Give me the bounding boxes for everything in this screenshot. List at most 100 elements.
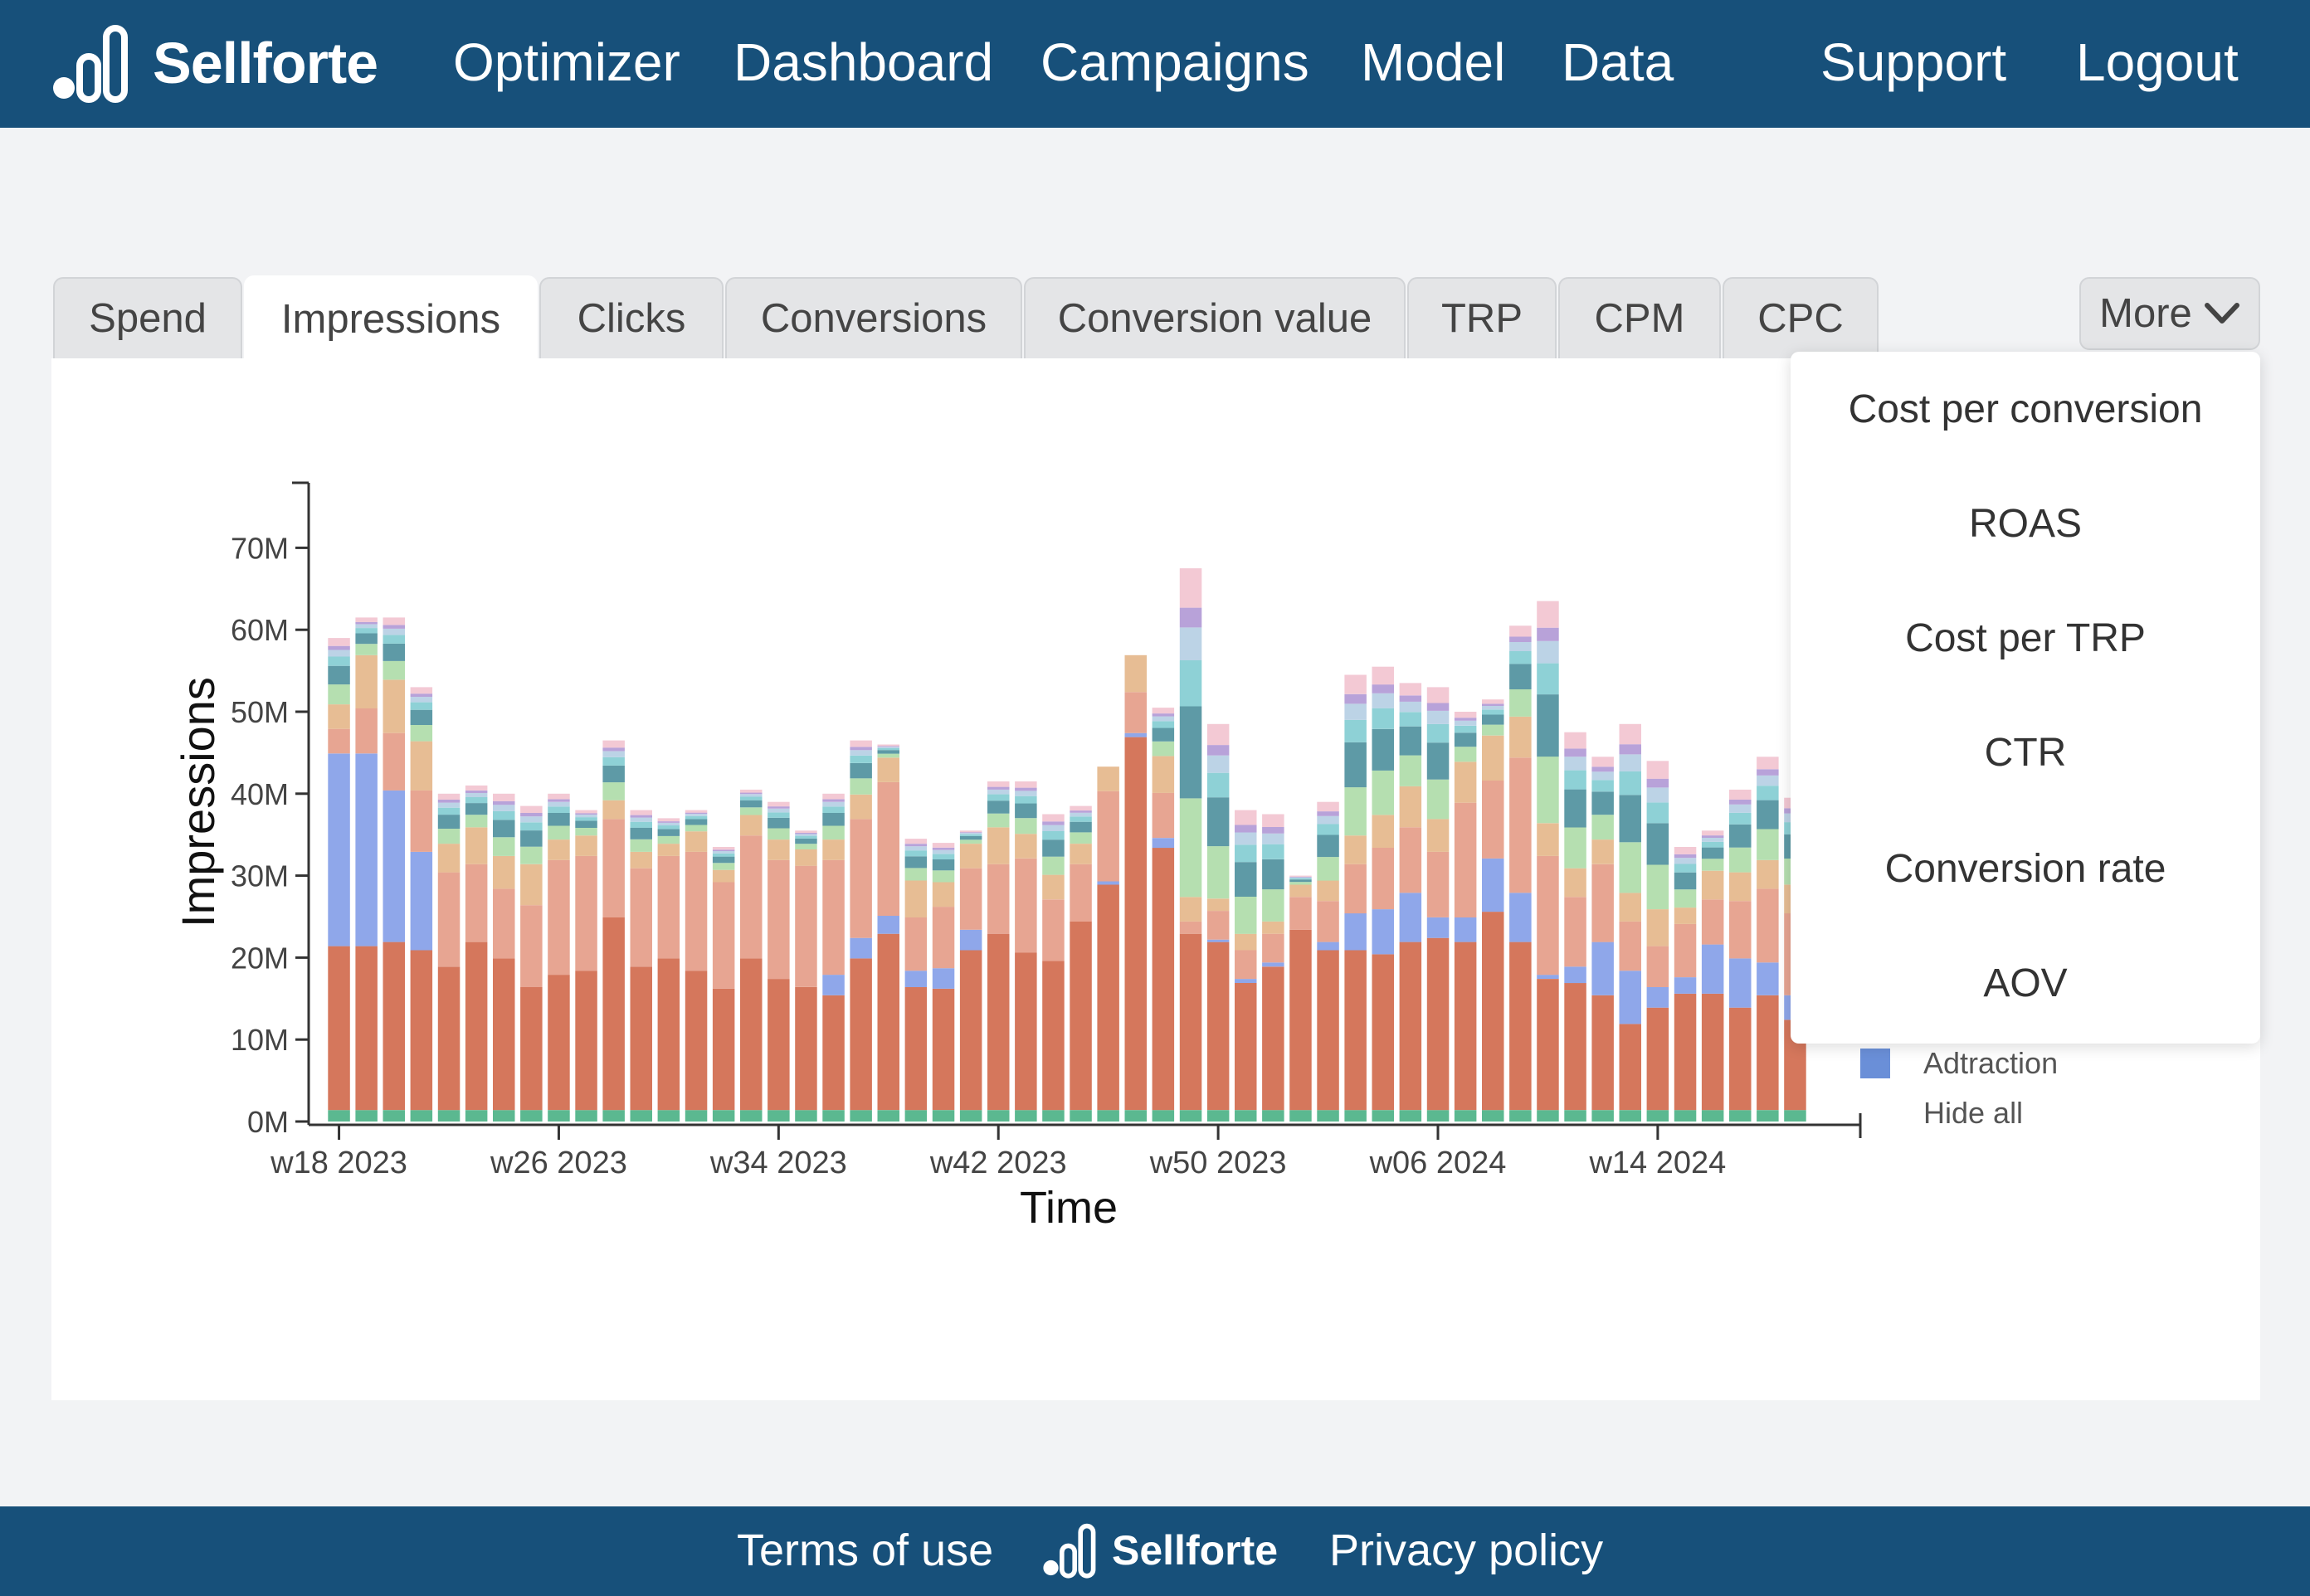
- bar-segment-light-blue: [1344, 703, 1367, 720]
- bar-week-24[interactable]: [987, 781, 1010, 1122]
- bar-segment-light-teal: [685, 815, 708, 820]
- bar-week-39[interactable]: [1399, 683, 1422, 1122]
- bar-week-33[interactable]: [1235, 810, 1257, 1122]
- bar-segment-purple: [1344, 693, 1367, 704]
- bar-week-47[interactable]: [1619, 723, 1642, 1122]
- legend-label-adtraction[interactable]: Adtraction: [1923, 1046, 2058, 1080]
- bar-segment-light-teal: [602, 757, 625, 766]
- bar-week-3[interactable]: [410, 687, 433, 1122]
- bar-week-10[interactable]: [602, 740, 625, 1122]
- bar-week-13[interactable]: [685, 810, 708, 1122]
- menu-item-roas[interactable]: ROAS: [1968, 502, 2083, 546]
- bar-week-45[interactable]: [1564, 732, 1586, 1122]
- menu-item-aov[interactable]: AOV: [1983, 961, 2068, 1005]
- tab-cpm[interactable]: CPM: [1558, 277, 1721, 358]
- bar-week-7[interactable]: [520, 805, 543, 1122]
- bar-week-5[interactable]: [465, 785, 488, 1122]
- bar-segment-pink: [1152, 708, 1175, 714]
- bar-week-44[interactable]: [1537, 601, 1559, 1122]
- menu-item-conversion-rate[interactable]: Conversion rate: [1884, 847, 2166, 891]
- bar-week-29[interactable]: [1124, 654, 1148, 1122]
- bar-week-52[interactable]: [1757, 757, 1779, 1122]
- nav-model[interactable]: Model: [1361, 32, 1506, 92]
- menu-item-cost-per-trp[interactable]: Cost per TRP: [1905, 616, 2146, 660]
- bar-week-8[interactable]: [548, 793, 570, 1122]
- bar-week-11[interactable]: [630, 810, 653, 1122]
- bar-week-26[interactable]: [1042, 814, 1065, 1122]
- bar-week-40[interactable]: [1426, 687, 1450, 1122]
- bar-week-37[interactable]: [1344, 674, 1367, 1122]
- bar-week-4[interactable]: [437, 793, 461, 1122]
- nav-support[interactable]: Support: [1820, 32, 2007, 92]
- y-tick-label: 50M: [231, 695, 289, 729]
- tab-conversion-value[interactable]: Conversion value: [1024, 277, 1406, 358]
- bar-week-41[interactable]: [1454, 712, 1477, 1122]
- legend-swatch-adtraction[interactable]: [1860, 1049, 1890, 1078]
- tab-clicks[interactable]: Clicks: [539, 277, 724, 358]
- bar-segment-light-teal: [1344, 719, 1367, 742]
- bar-week-21[interactable]: [904, 839, 928, 1122]
- bar-segment-peach: [987, 864, 1010, 934]
- bar-week-49[interactable]: [1674, 847, 1697, 1122]
- bar-week-30[interactable]: [1152, 708, 1175, 1122]
- nav-data[interactable]: Data: [1562, 32, 1674, 92]
- nav-optimizer[interactable]: Optimizer: [453, 32, 680, 92]
- bar-week-50[interactable]: [1701, 830, 1724, 1122]
- bar-week-15[interactable]: [740, 789, 763, 1122]
- tab-cpc[interactable]: CPC: [1723, 277, 1879, 358]
- bar-week-48[interactable]: [1646, 761, 1669, 1122]
- bar-week-1[interactable]: [355, 617, 378, 1122]
- bar-week-22[interactable]: [932, 843, 955, 1122]
- bar-week-23[interactable]: [959, 830, 982, 1122]
- tab-trp[interactable]: TRP: [1407, 277, 1557, 358]
- footer-logo[interactable]: Sellforte: [1042, 1521, 1278, 1579]
- menu-item-ctr[interactable]: CTR: [1984, 731, 2067, 775]
- nav-logout[interactable]: Logout: [2076, 32, 2239, 92]
- bar-segment-orange-red: [1097, 884, 1119, 1111]
- bar-segment-tan: [437, 844, 461, 873]
- menu-item-cost-per-conversion[interactable]: Cost per conversion: [1848, 387, 2203, 431]
- bar-week-2[interactable]: [383, 617, 406, 1122]
- bar-week-25[interactable]: [1015, 781, 1037, 1122]
- bar-week-36[interactable]: [1317, 801, 1339, 1122]
- bar-segment-light-blue: [1674, 858, 1697, 864]
- bar-week-12[interactable]: [657, 818, 680, 1122]
- bar-week-6[interactable]: [493, 793, 515, 1122]
- nav-campaigns[interactable]: Campaigns: [1040, 32, 1309, 92]
- y-tick-label: 70M: [231, 531, 289, 565]
- footer-privacy-link[interactable]: Privacy policy: [1329, 1525, 1604, 1575]
- bar-week-32[interactable]: [1206, 723, 1230, 1122]
- tab-conversions[interactable]: Conversions: [725, 277, 1022, 358]
- bar-week-0[interactable]: [328, 638, 350, 1122]
- bar-segment-base-green: [1206, 1110, 1230, 1122]
- bar-week-18[interactable]: [822, 793, 845, 1122]
- tab-spend[interactable]: Spend: [53, 277, 242, 358]
- more-tabs-button[interactable]: More: [2079, 277, 2260, 350]
- bar-segment-light-blue: [1701, 838, 1724, 842]
- bar-week-19[interactable]: [850, 740, 872, 1122]
- bar-week-35[interactable]: [1289, 875, 1312, 1122]
- bar-segment-pink: [740, 789, 763, 793]
- nav-dashboard[interactable]: Dashboard: [733, 32, 994, 92]
- bar-segment-light-teal: [1619, 771, 1641, 796]
- bar-week-16[interactable]: [768, 801, 790, 1122]
- bar-week-28[interactable]: [1097, 766, 1119, 1122]
- legend-hide-all[interactable]: Hide all: [1923, 1096, 2023, 1130]
- bar-segment-light-green: [1262, 889, 1284, 922]
- bar-week-34[interactable]: [1262, 814, 1284, 1122]
- bar-week-9[interactable]: [575, 810, 597, 1122]
- bar-week-31[interactable]: [1179, 568, 1202, 1122]
- bar-week-42[interactable]: [1482, 699, 1504, 1122]
- footer-terms-link[interactable]: Terms of use: [737, 1525, 994, 1575]
- bar-week-46[interactable]: [1591, 757, 1614, 1122]
- bar-week-17[interactable]: [795, 830, 817, 1122]
- tab-impressions[interactable]: Impressions: [244, 275, 538, 362]
- bar-week-43[interactable]: [1509, 625, 1532, 1122]
- bar-week-20[interactable]: [877, 744, 900, 1122]
- bar-segment-light-green: [1757, 829, 1779, 860]
- bar-week-27[interactable]: [1070, 805, 1092, 1122]
- brand-logo[interactable]: Sellforte: [51, 22, 378, 105]
- bar-week-38[interactable]: [1372, 666, 1395, 1122]
- bar-week-51[interactable]: [1729, 789, 1752, 1122]
- bar-week-14[interactable]: [712, 847, 735, 1122]
